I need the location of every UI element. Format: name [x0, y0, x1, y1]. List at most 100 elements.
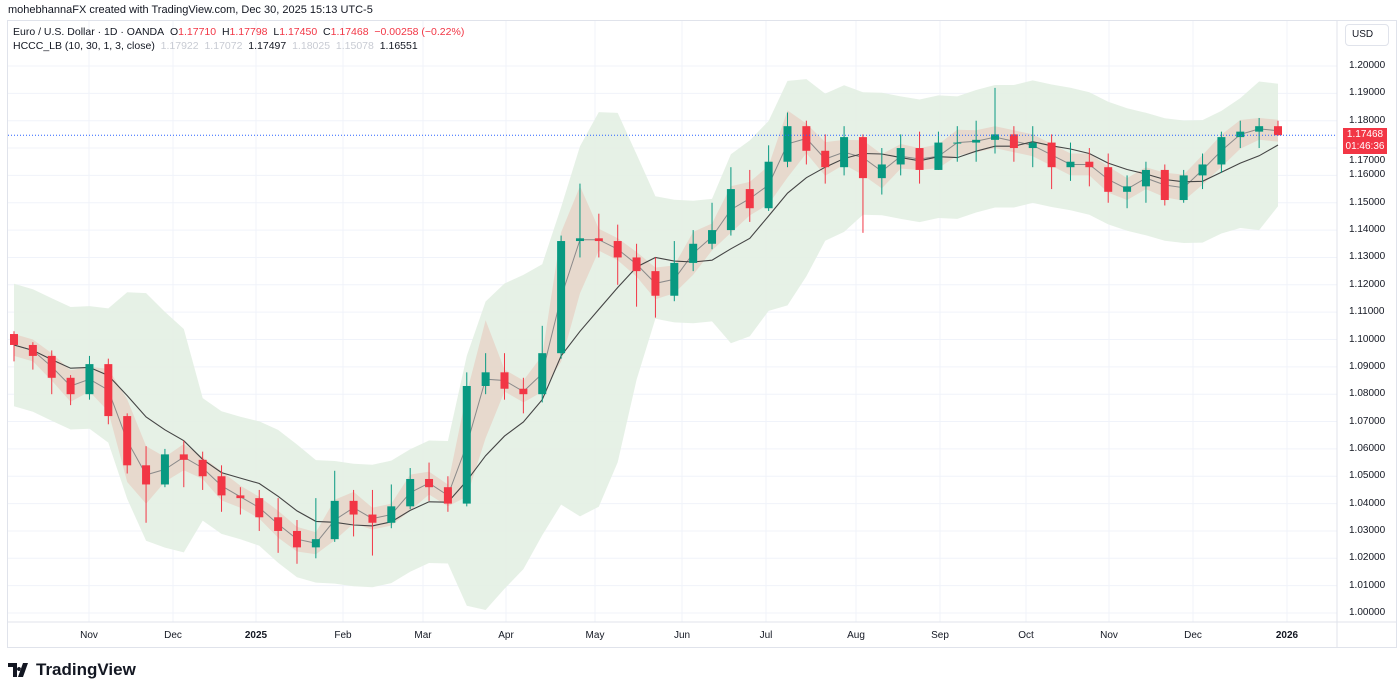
candle	[85, 355, 94, 400]
indicator-value: 1.17497	[248, 40, 287, 52]
candle-body	[538, 353, 547, 395]
brand-name: TradingView	[36, 660, 136, 679]
indicator-value: 1.18025	[292, 40, 331, 52]
price-tick: 1.16000	[1349, 169, 1386, 181]
candle-body	[1217, 137, 1226, 165]
candle	[1009, 126, 1018, 162]
candle	[896, 134, 905, 176]
candle-body	[972, 139, 981, 143]
indicator-value: 1.17072	[204, 40, 243, 52]
candle-body	[198, 459, 207, 477]
candle-body	[1198, 164, 1207, 176]
candle-body	[858, 137, 867, 179]
candle-body	[689, 243, 698, 263]
time-tick: 2026	[1275, 630, 1299, 641]
candle-body	[47, 355, 56, 378]
candle	[991, 87, 1000, 154]
candle	[594, 213, 603, 258]
candle-body	[425, 478, 434, 488]
candle	[1141, 161, 1150, 203]
candle-body	[236, 495, 245, 499]
candle	[311, 498, 320, 559]
last-price-tag: 1.17468 01:46:36	[1343, 128, 1387, 155]
candle	[972, 120, 981, 162]
candle-body	[519, 388, 528, 395]
candle	[821, 134, 830, 184]
candle-body	[896, 148, 905, 165]
candle	[689, 230, 698, 272]
candle	[217, 465, 226, 512]
price-tick: 1.18000	[1349, 114, 1386, 126]
candle-body	[349, 500, 358, 515]
candle-body	[28, 344, 37, 356]
candle-body	[783, 126, 792, 162]
candle	[10, 331, 18, 362]
change-value: −0.00258 (−0.22%)	[374, 26, 465, 38]
candle	[1217, 131, 1226, 173]
candle	[142, 446, 151, 523]
candle-body	[481, 372, 490, 386]
symbol-name: Euro / U.S. Dollar · 1D · OANDA	[13, 26, 165, 38]
candle-body	[726, 189, 735, 231]
indicator-value: 1.16551	[379, 40, 418, 52]
candles	[10, 87, 1282, 564]
candle	[368, 489, 377, 556]
candle	[123, 413, 132, 474]
time-tick: 2025	[244, 630, 268, 641]
time-tick: Sep	[931, 630, 949, 641]
candle	[1198, 153, 1207, 190]
price-tick: 1.15000	[1349, 196, 1386, 208]
price-tick: 1.11000	[1349, 306, 1385, 318]
candle-body	[142, 465, 151, 485]
price-tick: 1.00000	[1349, 607, 1386, 618]
slow-line	[13, 141, 1279, 527]
candle	[783, 112, 792, 168]
candle-body	[840, 137, 849, 168]
candle-body	[708, 230, 717, 244]
candle-body	[179, 454, 188, 460]
indicator-value: 1.15078	[335, 40, 374, 52]
price-tick: 1.10000	[1349, 333, 1386, 345]
candle-body	[160, 454, 169, 485]
candle-body	[1085, 161, 1094, 168]
candle-body	[934, 142, 943, 170]
time-tick: May	[585, 630, 605, 641]
low-label: L	[273, 26, 280, 38]
candle-body	[1274, 126, 1282, 136]
candle-body	[1028, 142, 1037, 149]
tradingview-logo[interactable]: TradingView	[8, 660, 136, 680]
outer-band	[14, 79, 1278, 611]
candle-body	[1123, 186, 1132, 192]
bar-countdown: 01:46:36	[1345, 141, 1385, 153]
candle-body	[10, 334, 18, 345]
price-tick: 1.20000	[1349, 60, 1386, 71]
candle	[274, 498, 283, 553]
candle	[462, 372, 471, 507]
candle-body	[953, 142, 962, 144]
candle-body	[821, 150, 830, 168]
candle	[104, 358, 113, 425]
price-tick: 1.01000	[1349, 579, 1386, 591]
candle	[632, 243, 641, 307]
candle-body	[255, 498, 264, 518]
candle	[651, 257, 660, 318]
time-tick: Aug	[847, 630, 865, 641]
candle-body	[1104, 167, 1113, 192]
candle	[840, 126, 849, 176]
candle-body	[330, 500, 339, 540]
indicator-legend[interactable]: HCCC_LB (10, 30, 1, 3, close) 1.17922 1.…	[13, 40, 418, 52]
candle-body	[274, 517, 283, 531]
candle-body	[311, 539, 320, 548]
candle-body	[764, 161, 773, 209]
time-tick: Jul	[759, 630, 773, 641]
candle-body	[802, 126, 811, 151]
candle	[1179, 169, 1188, 203]
candle	[708, 202, 717, 250]
tradingview-logo-icon	[8, 663, 28, 677]
currency-button[interactable]: USD	[1345, 24, 1389, 46]
candle-body	[85, 364, 94, 395]
price-tick: 1.13000	[1349, 251, 1386, 263]
candle	[1066, 142, 1075, 181]
symbol-legend[interactable]: Euro / U.S. Dollar · 1D · OANDA O1.17710…	[13, 26, 464, 38]
